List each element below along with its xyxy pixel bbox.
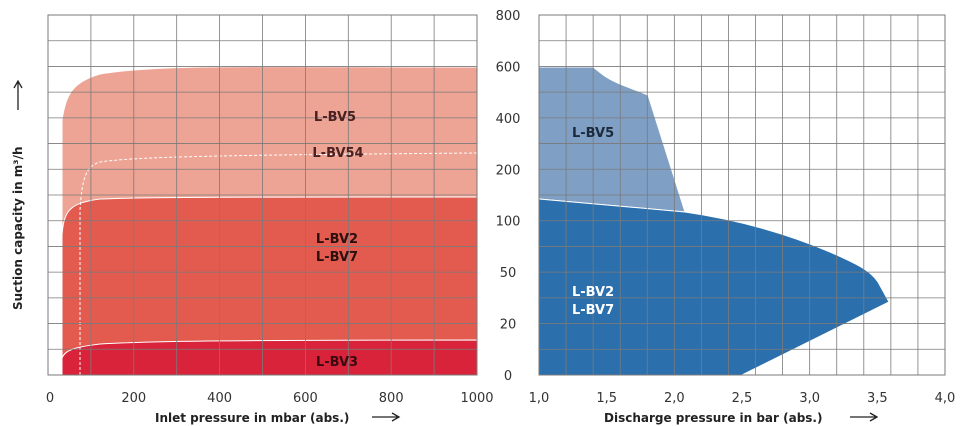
left-x-tick-label: 800 [379, 391, 404, 406]
left-plot-frame [47, 14, 478, 376]
y-tick-label: 0 [504, 369, 512, 384]
r-bv2-bv7-area [538, 198, 890, 376]
y-tick-label: 50 [500, 266, 517, 281]
right-areas [538, 66, 890, 376]
right-panel: 1,0 1,5 2,0 2,5 3,0 3,5 4,0 L-BV5 L-BV2 L-BV7 … [529, 14, 956, 425]
left-x-axis-label: Inlet pressure in mbar (abs.) [155, 411, 349, 425]
label-l-bv2: L-BV2 [316, 232, 358, 247]
right-x-axis-arrow [850, 412, 879, 422]
y-tick-label: 600 [496, 60, 521, 75]
label-r-bv7: L-BV7 [572, 303, 614, 318]
left-x-tick-label: 200 [121, 391, 146, 406]
r-bv5-area [538, 66, 686, 213]
left-x-tick-label: 600 [293, 391, 318, 406]
right-plot-frame [538, 14, 946, 376]
y-tick-labels: 0 20 50 100 200 400 600 800 [496, 9, 521, 384]
y-tick-label: 20 [500, 318, 517, 333]
y-tick-label: 800 [496, 9, 521, 24]
right-x-axis-label: Discharge pressure in bar (abs.) [604, 411, 822, 425]
right-gridlines [539, 15, 945, 375]
y-tick-label: 400 [496, 112, 521, 127]
left-x-tick-label: 400 [207, 391, 232, 406]
y-axis-arrow [13, 79, 23, 110]
right-x-tick-labels: 1,0 1,5 2,0 2,5 3,0 3,5 4,0 [529, 391, 956, 406]
label-r-bv2: L-BV2 [572, 285, 614, 300]
label-l-bv54: L-BV54 [312, 146, 363, 161]
right-x-tick-label: 2,5 [732, 391, 753, 406]
y-tick-label: 100 [496, 215, 521, 230]
label-l-bv7: L-BV7 [316, 250, 358, 265]
l-bv54-dashed-curve [79, 152, 478, 375]
left-panel: 0 200 400 600 800 1000 L-BV5 L-BV54 L-BV2 L-B… [11, 14, 494, 425]
left-x-tick-label: 1000 [460, 391, 493, 406]
right-x-tick-label: 4,0 [935, 391, 956, 406]
left-x-tick-labels: 0 200 400 600 800 1000 [46, 391, 494, 406]
label-l-bv5: L-BV5 [314, 110, 356, 125]
label-r-bv5: L-BV5 [572, 126, 614, 141]
left-gridlines [48, 15, 477, 375]
l-bv3-area [61, 339, 478, 376]
right-x-tick-label: 2,0 [664, 391, 685, 406]
l-bv2-bv7-area [61, 196, 478, 376]
label-l-bv3: L-BV3 [316, 355, 358, 370]
right-x-tick-label: 3,5 [867, 391, 888, 406]
y-axis-label: Suction capacity in m³/h [11, 147, 25, 311]
right-x-tick-label: 1,5 [596, 391, 617, 406]
left-x-axis-arrow [372, 412, 401, 422]
right-x-tick-label: 3,0 [799, 391, 820, 406]
y-tick-label: 200 [496, 163, 521, 178]
right-x-tick-label: 1,0 [529, 391, 550, 406]
left-x-tick-label: 0 [46, 391, 54, 406]
